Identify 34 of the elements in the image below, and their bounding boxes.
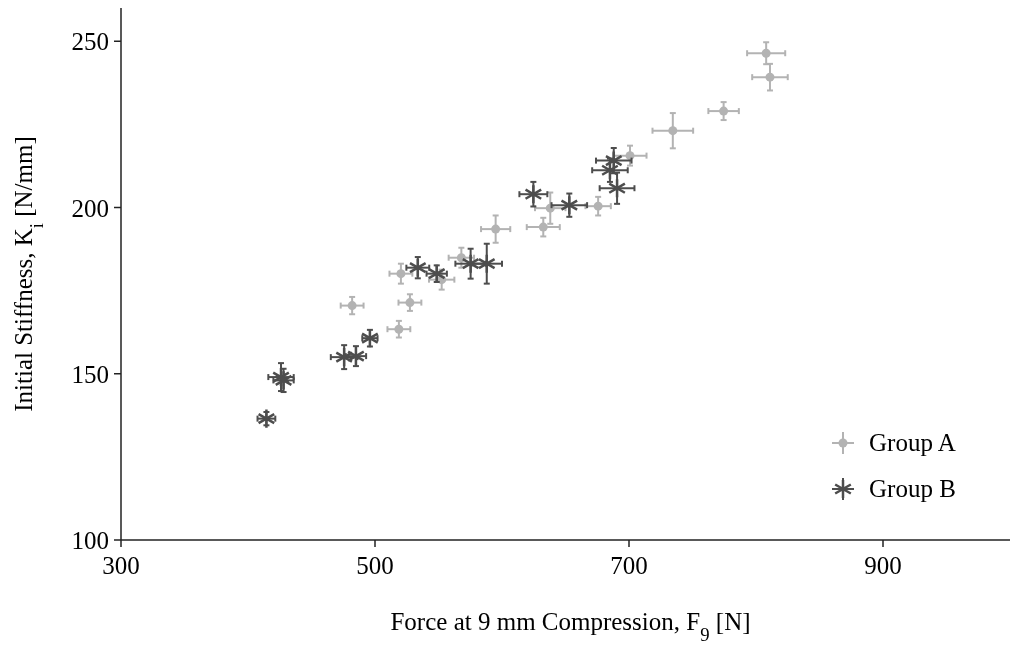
point [491,224,501,234]
point [456,253,466,263]
x-tick-label: 900 [864,552,902,579]
point [668,126,678,136]
point [625,151,635,161]
point [461,253,480,274]
point [607,177,627,199]
point [765,72,775,82]
point [593,201,603,211]
point [347,301,357,311]
point [257,408,276,429]
point [477,253,496,274]
point [761,48,771,58]
x-tick-label: 500 [356,552,394,579]
point [524,183,543,205]
x-tick-label: 700 [610,552,648,579]
y-tick-label: 100 [71,527,109,554]
point [538,222,548,232]
x-tick-label: 300 [102,552,140,579]
point [394,324,404,334]
point [600,159,620,181]
point [719,106,729,116]
point [396,269,406,279]
point [427,263,446,284]
point [405,298,415,308]
point [360,327,379,349]
point [408,257,427,278]
point [560,194,579,216]
x-axis-title: Force at 9 mm Compression, F$_{9}$ [N] [390,608,751,645]
legend-label: Group B [869,475,956,502]
y-tick-label: 250 [71,28,109,56]
legend-label: Group A [869,429,956,456]
y-tick-label: 200 [71,194,109,222]
y-tick-label: 150 [71,360,109,388]
